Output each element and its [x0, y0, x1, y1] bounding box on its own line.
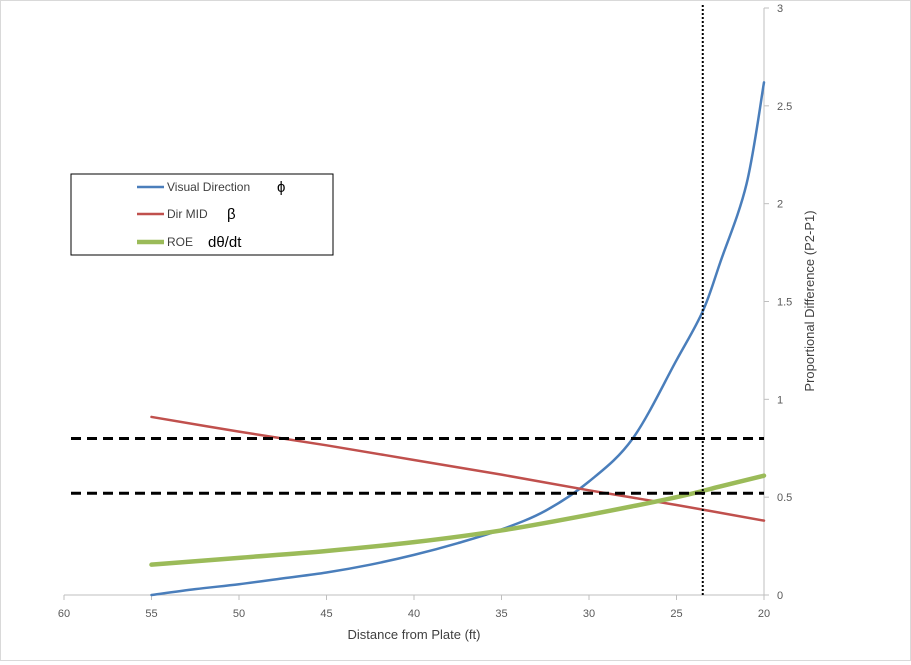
x-tick-label: 55 — [145, 608, 157, 620]
y-tick-label: 0 — [777, 590, 783, 602]
legend-label-roe: ROE — [167, 235, 193, 249]
y-tick-label: 1.5 — [777, 297, 792, 309]
y-tick-label: 2.5 — [777, 101, 792, 113]
x-tick-label: 40 — [408, 608, 420, 620]
y-tick-label: 1 — [777, 394, 783, 406]
y-tick-label: 0.5 — [777, 492, 792, 504]
x-axis-title: Distance from Plate (ft) — [348, 627, 481, 642]
x-tick-label: 20 — [758, 608, 770, 620]
x-tick-label: 50 — [233, 608, 245, 620]
reference-lines — [71, 5, 764, 595]
x-tick-label: 30 — [583, 608, 595, 620]
legend-symbol-visual-direction: ϕ — [277, 179, 285, 196]
legend-label-dir-mid: Dir MID — [167, 207, 208, 221]
y-tick-label: 2 — [777, 199, 783, 211]
x-tick-label: 25 — [670, 608, 682, 620]
legend: Visual Direction ϕ Dir MID β ROE dθ/dt — [70, 173, 334, 256]
legend-label-visual-direction: Visual Direction — [167, 180, 250, 194]
series-line-dir-mid — [150, 415, 766, 522]
tick-labels: 60 55 50 45 40 35 30 25 20 0 0.5 1 1.5 2 2.5 3 — [58, 3, 792, 620]
legend-symbol-dir-mid: β — [227, 206, 236, 223]
legend-box — [70, 173, 334, 256]
x-tick-label: 45 — [320, 608, 332, 620]
series-layer — [149, 81, 767, 597]
legend-symbol-roe: dθ/dt — [208, 234, 242, 251]
y-tick-label: 3 — [777, 3, 783, 15]
axes — [63, 7, 769, 600]
series-line-visual-direction — [150, 81, 766, 597]
series-line-roe — [149, 473, 767, 567]
y-axis-title: Proportional Difference (P2-P1) — [802, 210, 817, 391]
x-tick-label: 35 — [495, 608, 507, 620]
x-tick-label: 60 — [58, 608, 70, 620]
